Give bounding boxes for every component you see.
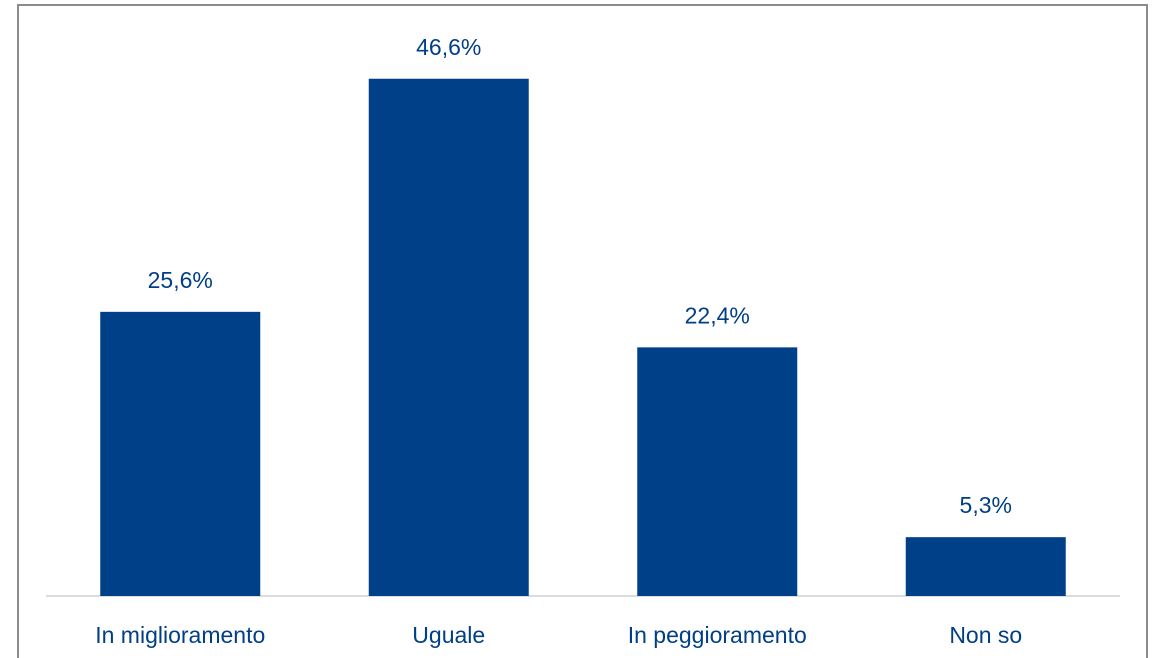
x-tick-label: In miglioramento (95, 622, 265, 648)
x-tick-label: Uguale (412, 622, 485, 648)
data-label: 22,4% (685, 302, 750, 328)
bar (368, 78, 529, 597)
data-label: 5,3% (960, 492, 1012, 518)
data-label: 25,6% (148, 267, 213, 293)
bar (100, 311, 261, 596)
bar (637, 347, 798, 596)
x-tick-label: Non so (949, 622, 1022, 648)
x-tick-label: In peggioramento (628, 622, 807, 648)
bar (905, 537, 1066, 596)
data-label: 46,6% (416, 34, 481, 60)
